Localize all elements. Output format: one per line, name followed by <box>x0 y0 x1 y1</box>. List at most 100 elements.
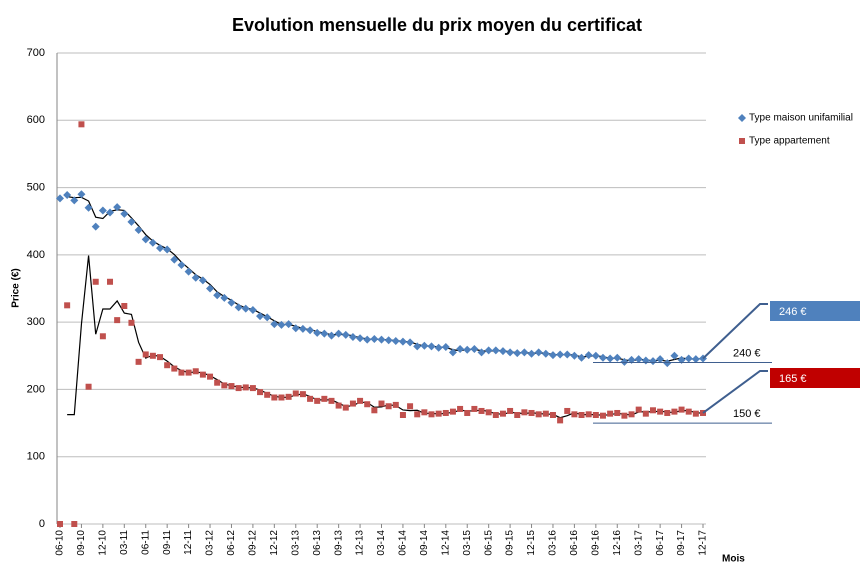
data-point <box>541 349 550 358</box>
data-point <box>656 355 665 364</box>
data-point <box>177 260 186 269</box>
data-point <box>678 406 685 413</box>
data-point <box>391 336 400 345</box>
data-point <box>248 306 257 315</box>
data-point <box>98 206 107 215</box>
data-point <box>328 397 335 404</box>
data-point <box>184 267 193 276</box>
data-point <box>314 397 321 404</box>
data-point <box>634 355 643 364</box>
x-tick-label: 09-12 <box>248 530 259 556</box>
y-tick-label: 100 <box>27 451 45 463</box>
data-point <box>170 255 179 264</box>
data-point <box>113 203 122 212</box>
data-point <box>649 407 656 414</box>
data-point <box>499 410 506 417</box>
data-point <box>220 293 229 302</box>
legend-label: Type appartement <box>749 136 830 147</box>
x-tick-label: 06-14 <box>398 530 409 556</box>
data-point <box>341 330 350 339</box>
data-point <box>585 411 592 418</box>
data-point <box>449 408 456 415</box>
data-point <box>307 395 314 402</box>
data-point <box>549 411 556 418</box>
data-point <box>164 362 171 369</box>
data-point <box>377 335 386 344</box>
data-point <box>156 244 165 253</box>
data-point <box>470 345 479 354</box>
callout-label: 165 € <box>779 373 807 385</box>
data-point <box>234 303 243 312</box>
data-point <box>334 329 343 338</box>
data-point <box>84 203 93 212</box>
x-tick-label: 06-15 <box>483 530 494 556</box>
data-point <box>548 351 557 360</box>
data-point <box>577 353 586 362</box>
y-tick-label: 400 <box>27 249 45 261</box>
data-point <box>434 343 443 352</box>
data-point <box>571 411 578 418</box>
data-point <box>478 407 485 414</box>
data-point <box>428 411 435 418</box>
legend-label: Type maison unifamilial <box>749 113 853 124</box>
x-tick-label: 03-16 <box>548 530 559 556</box>
data-point <box>56 194 64 203</box>
data-point <box>64 302 71 309</box>
data-point <box>477 348 486 357</box>
data-point <box>91 222 100 231</box>
data-point <box>335 402 342 409</box>
data-point <box>627 355 636 364</box>
data-point <box>591 351 600 360</box>
data-point <box>106 208 115 217</box>
x-tick-label: 12-12 <box>269 530 280 556</box>
data-point <box>221 382 228 389</box>
data-point <box>691 355 700 364</box>
reference-label: 150 € <box>733 408 761 420</box>
data-point <box>378 400 385 407</box>
data-point <box>171 365 178 372</box>
data-point <box>471 405 478 412</box>
data-point <box>556 350 565 359</box>
data-point <box>670 351 679 360</box>
data-point <box>414 411 421 418</box>
legend-marker <box>738 114 746 122</box>
data-point <box>191 273 200 282</box>
data-point <box>198 276 207 285</box>
data-point <box>534 348 543 357</box>
x-tick-label: 09-13 <box>333 530 344 556</box>
data-point <box>407 403 414 410</box>
data-point <box>235 385 242 392</box>
data-point <box>99 333 106 340</box>
reference-label: 240 € <box>733 347 761 359</box>
data-point <box>121 302 128 309</box>
data-point <box>578 411 585 418</box>
data-point <box>141 235 150 244</box>
data-point <box>514 411 521 418</box>
data-point <box>427 342 436 351</box>
data-point <box>392 401 399 408</box>
data-point <box>163 245 172 254</box>
callout-line <box>702 303 768 360</box>
data-point <box>349 400 356 407</box>
data-point <box>398 337 407 346</box>
data-point <box>192 368 199 375</box>
data-point <box>635 406 642 413</box>
data-point <box>607 410 614 417</box>
data-point <box>277 320 286 329</box>
data-point <box>642 410 649 417</box>
data-point <box>199 371 206 378</box>
x-tick-label: 06-13 <box>312 530 323 556</box>
data-point <box>363 335 372 344</box>
data-point <box>385 403 392 410</box>
data-point <box>557 417 564 424</box>
data-point <box>157 354 164 361</box>
x-tick-label: 06-10 <box>55 530 66 556</box>
data-point <box>598 353 607 362</box>
callout-line <box>702 370 768 414</box>
y-tick-label: 200 <box>27 383 45 395</box>
data-point <box>298 324 307 333</box>
data-point <box>214 379 221 386</box>
x-tick-label: 03-12 <box>205 530 216 556</box>
data-point <box>570 351 579 360</box>
data-point <box>249 385 256 392</box>
